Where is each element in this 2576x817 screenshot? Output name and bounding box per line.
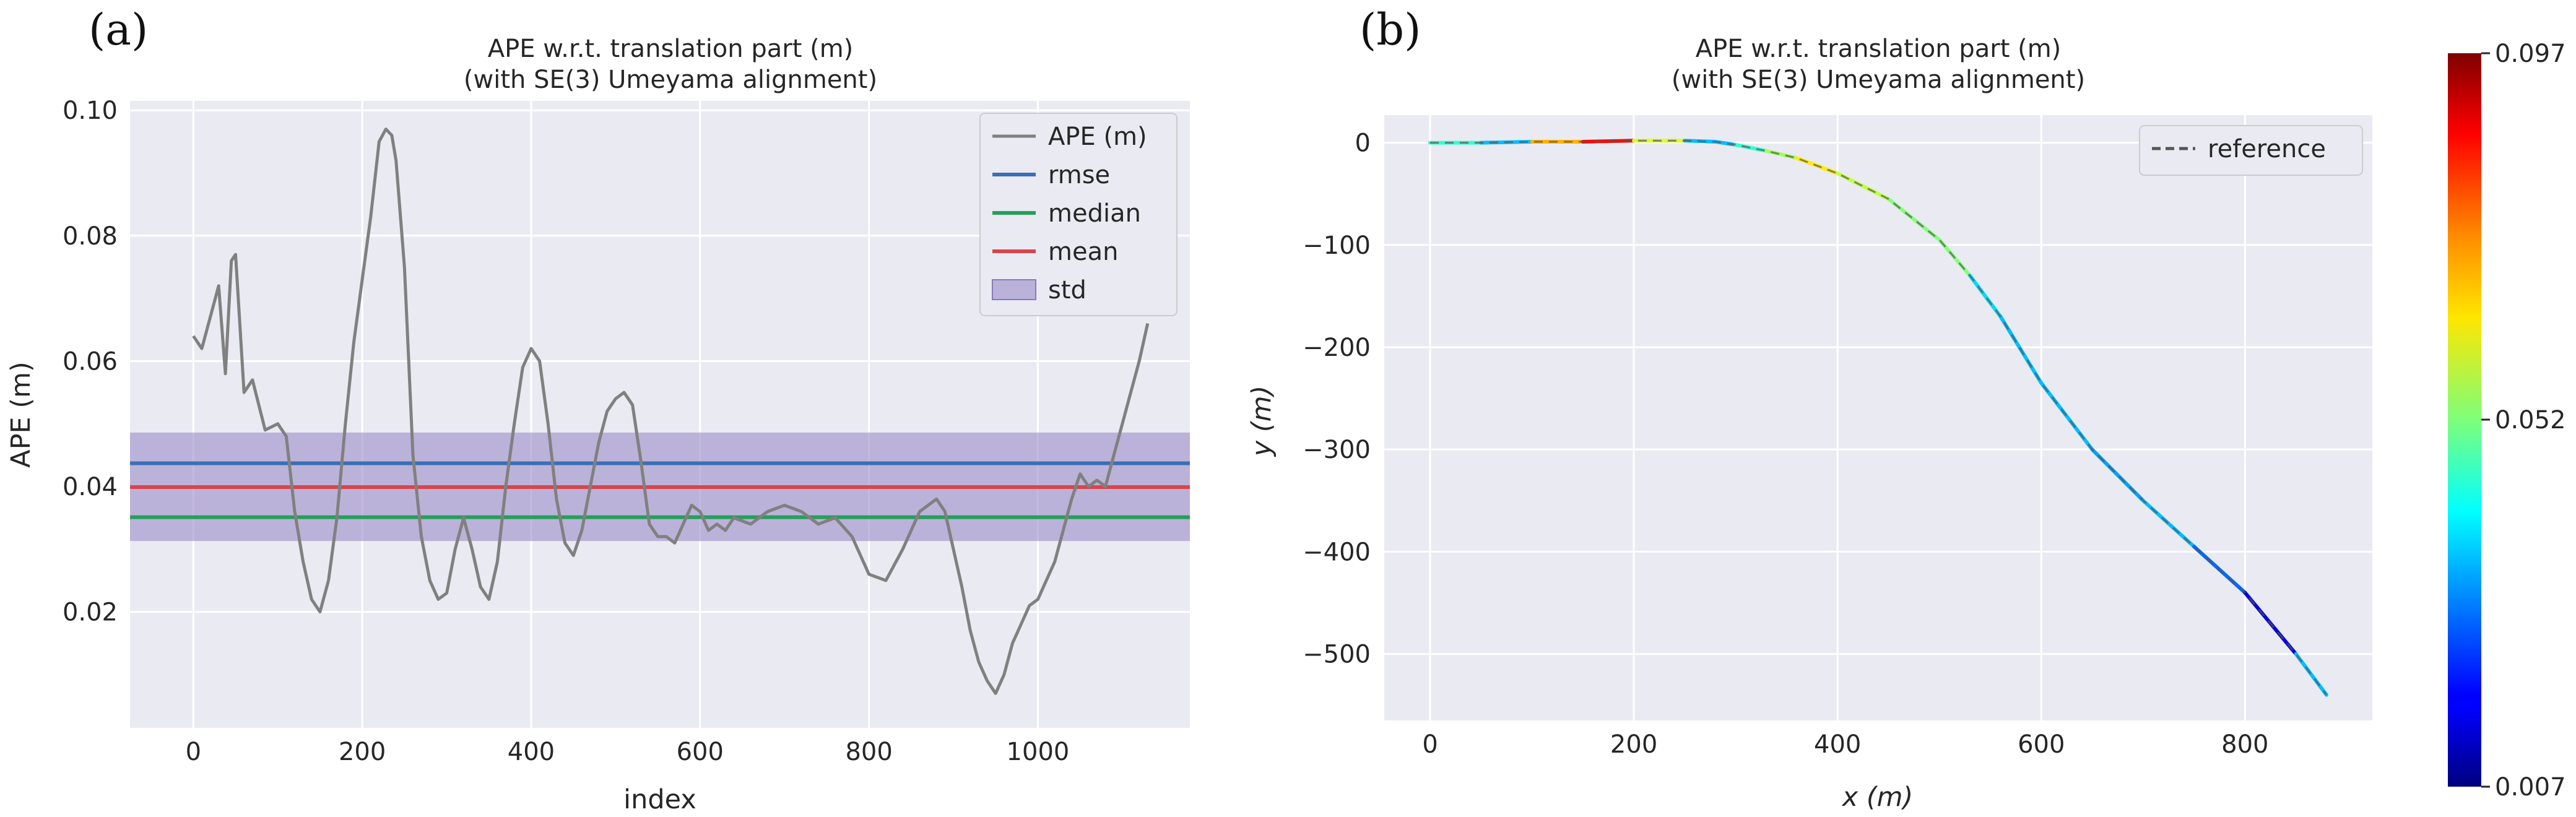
chart-b-xlabel: x (m) bbox=[1841, 782, 1914, 813]
legend-label-median: median bbox=[1048, 199, 1141, 228]
chart-a-xtick-label: 800 bbox=[845, 738, 892, 766]
chart-a-ylabel: APE (m) bbox=[6, 361, 37, 468]
legend-label-mean: mean bbox=[1048, 238, 1118, 266]
chart-a-legend: APE (m) rmse median mean std bbox=[979, 113, 1177, 316]
chart-b-xtick-label: 800 bbox=[2221, 730, 2268, 759]
chart-b-legend: reference bbox=[2139, 125, 2363, 176]
ape-series-line bbox=[192, 128, 1150, 695]
legend-label-ape: APE (m) bbox=[1048, 123, 1147, 151]
chart-a-ytick-label: 0.10 bbox=[63, 97, 118, 125]
legend-label-rmse: rmse bbox=[1048, 161, 1110, 189]
trajectory-segment bbox=[1968, 274, 2003, 319]
legend-label-reference: reference bbox=[2208, 135, 2326, 163]
chart-b-legend-box bbox=[2139, 125, 2363, 176]
colorbar-label-mid: 0.052 bbox=[2495, 406, 2566, 434]
chart-b-ytick-label: −200 bbox=[1303, 334, 1371, 362]
chart-b-ytick-label: 0 bbox=[1355, 129, 1371, 158]
chart-b-ylabel: y (m) bbox=[1246, 386, 1277, 458]
colorbar: 0.097 0.052 0.007 bbox=[2448, 40, 2566, 802]
chart-b-ytick-label: −300 bbox=[1303, 436, 1371, 464]
chart-b-xtick-label: 0 bbox=[1422, 730, 1438, 759]
chart-b-plot-area bbox=[1384, 115, 2372, 720]
chart-b-title: APE w.r.t. translation part (m) bbox=[1696, 35, 2062, 63]
panel-label-b: (b) bbox=[1360, 4, 1421, 55]
chart-a-xtick-label: 600 bbox=[677, 738, 724, 766]
chart-trajectory: APE w.r.t. translation part (m) (with SE… bbox=[1246, 35, 2372, 813]
chart-b-subtitle: (with SE(3) Umeyama alignment) bbox=[1672, 66, 2085, 94]
chart-b-ytick-label: −100 bbox=[1303, 231, 1371, 260]
chart-b-ytick-label: −500 bbox=[1303, 641, 1371, 669]
chart-b-xtick-label: 600 bbox=[2018, 730, 2065, 759]
chart-a-subtitle: (with SE(3) Umeyama alignment) bbox=[464, 66, 877, 94]
legend-label-std: std bbox=[1048, 276, 1086, 305]
colorbar-gradient bbox=[2448, 53, 2481, 787]
chart-a-xlabel: index bbox=[623, 784, 696, 815]
chart-a-legend-box bbox=[979, 113, 1177, 316]
chart-a-xtick-label: 1000 bbox=[1007, 738, 1070, 766]
colorbar-label-min: 0.007 bbox=[2495, 773, 2566, 802]
chart-a-ytick-label: 0.06 bbox=[63, 347, 118, 376]
chart-a-ytick-label: 0.04 bbox=[63, 473, 118, 501]
legend-swatch-std bbox=[992, 279, 1036, 300]
chart-a-title: APE w.r.t. translation part (m) bbox=[488, 35, 854, 63]
chart-a-xtick-label: 0 bbox=[186, 738, 201, 766]
chart-a-ytick-label: 0.02 bbox=[63, 599, 118, 627]
panel-label-a: (a) bbox=[89, 4, 148, 55]
chart-b-xtick-label: 400 bbox=[1814, 730, 1861, 759]
chart-a-xtick-label: 200 bbox=[339, 738, 386, 766]
chart-a-ytick-label: 0.08 bbox=[63, 222, 118, 251]
chart-ape-vs-index: APE w.r.t. translation part (m) (with SE… bbox=[6, 35, 1190, 815]
chart-b-xtick-label: 200 bbox=[1610, 730, 1657, 759]
chart-b-ytick-label: −400 bbox=[1303, 538, 1371, 566]
colorbar-label-max: 0.097 bbox=[2495, 40, 2566, 68]
chart-a-xtick-label: 400 bbox=[508, 738, 555, 766]
